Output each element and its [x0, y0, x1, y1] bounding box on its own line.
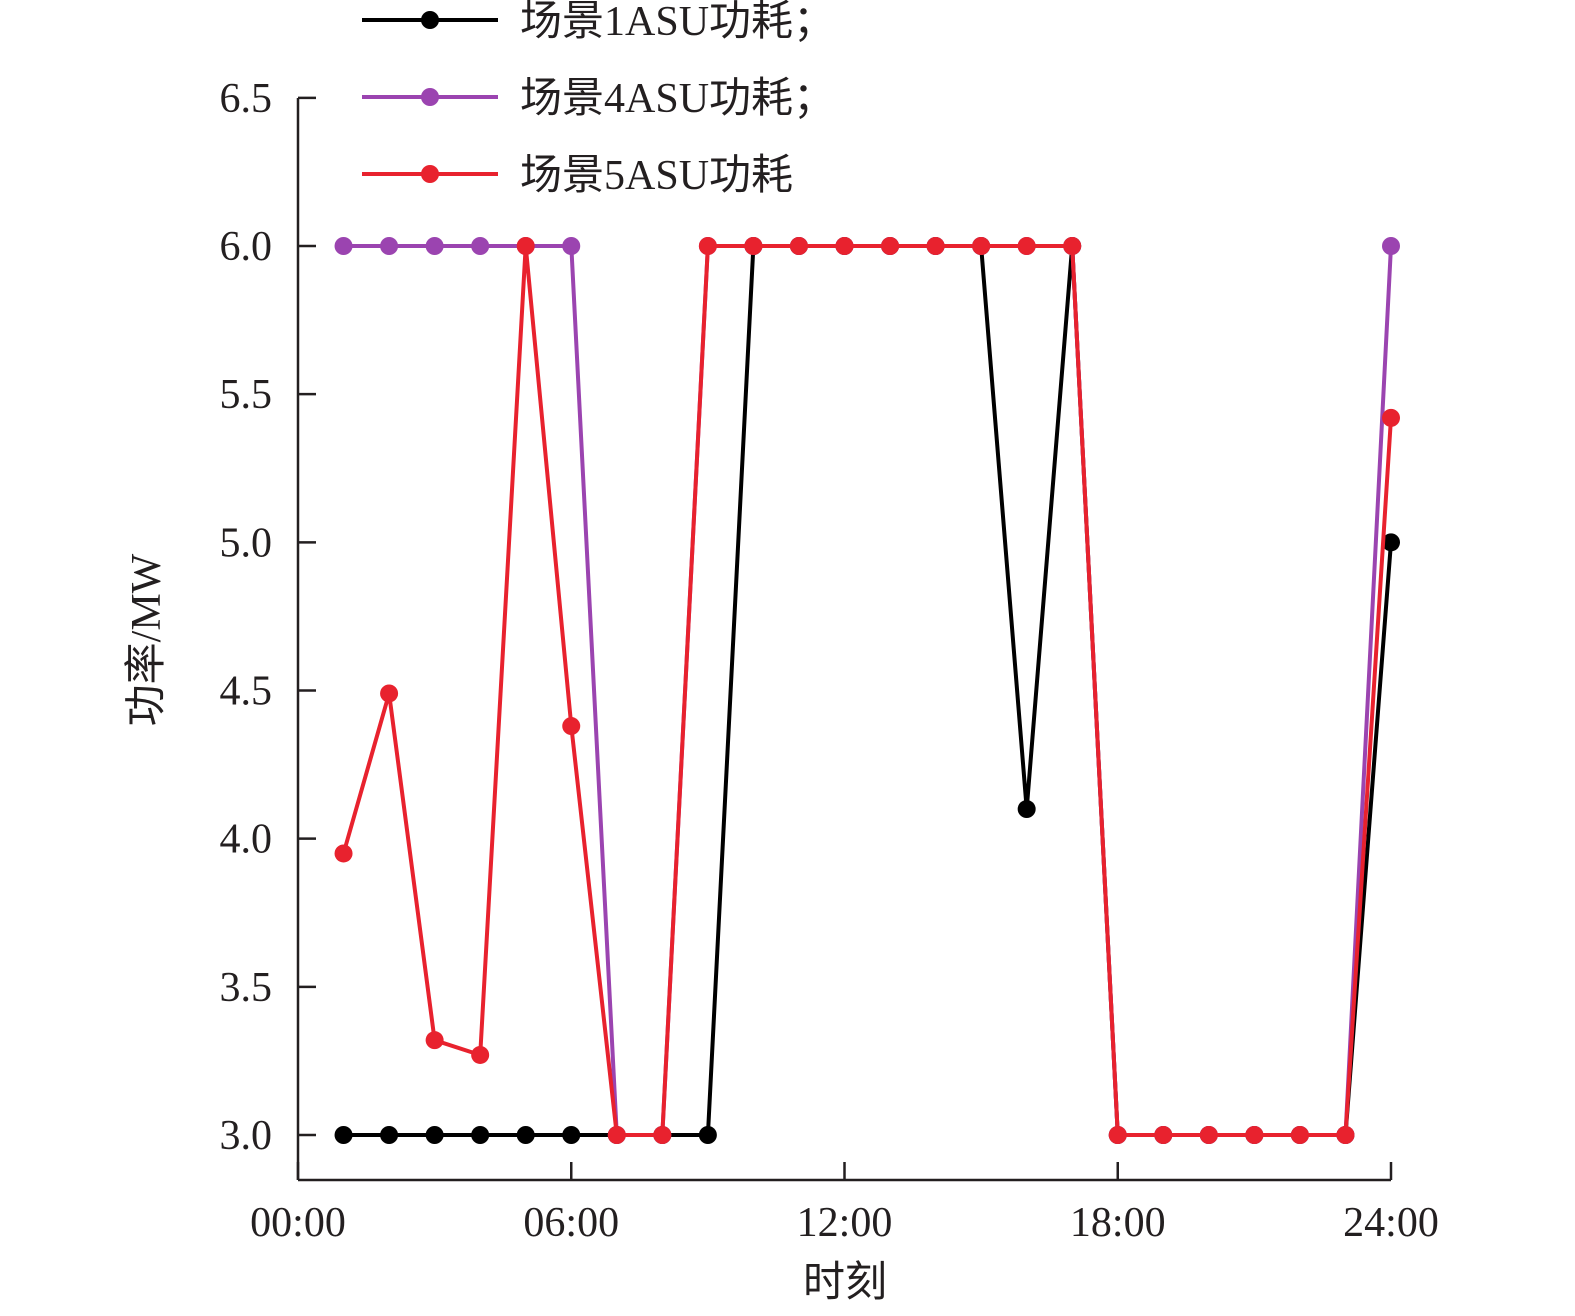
data-point: [607, 1126, 626, 1144]
data-point: [562, 1126, 581, 1144]
legend-item: 场景1ASU功耗；: [362, 0, 835, 45]
data-point: [471, 1126, 490, 1144]
data-point: [425, 1126, 444, 1144]
y-tick-label: 3.0: [220, 1113, 273, 1159]
data-point: [380, 684, 399, 703]
data-point: [1382, 408, 1400, 427]
series-2: [334, 237, 1400, 1144]
data-point: [1336, 1126, 1355, 1144]
data-point: [1154, 1126, 1173, 1144]
data-point: [1382, 533, 1400, 552]
data-point: [881, 237, 900, 255]
y-tick-label: 5.5: [220, 372, 273, 418]
x-tick-label: 12:00: [797, 1200, 893, 1246]
data-point: [1382, 237, 1400, 255]
data-point: [1017, 800, 1036, 819]
legend-item: 场景5ASU功耗: [362, 153, 793, 199]
data-point: [471, 237, 490, 255]
data-point: [653, 1126, 672, 1144]
data-point: [471, 1045, 490, 1064]
data-point: [972, 237, 991, 255]
data-point: [744, 237, 763, 255]
data-point: [1017, 237, 1036, 255]
series-line: [341, 244, 1393, 1137]
data-point: [334, 844, 353, 863]
y-axis-title: 功率/MW: [123, 553, 170, 726]
data-point: [425, 1031, 444, 1050]
legend-swatch-marker: [421, 11, 439, 29]
data-point: [698, 1126, 717, 1144]
series-3: [334, 237, 1400, 1144]
x-tick-label: 00:00: [250, 1200, 346, 1246]
legend-label: 场景4ASU功耗；: [520, 76, 835, 122]
data-point: [516, 1126, 535, 1144]
legend-label: 场景5ASU功耗: [520, 153, 793, 199]
data-point: [425, 237, 444, 255]
y-tick-label: 4.5: [220, 669, 273, 715]
data-point: [698, 237, 717, 255]
data-point: [1245, 1126, 1264, 1144]
x-tick-label: 18:00: [1070, 1200, 1166, 1246]
legend: 场景1ASU功耗； 场景4ASU功耗； 场景5ASU功耗: [362, 0, 835, 199]
x-tick-label: 06:00: [523, 1200, 619, 1246]
data-point: [1199, 1126, 1218, 1144]
data-point: [1290, 1126, 1309, 1144]
y-tick-label: 6.5: [220, 76, 273, 122]
data-point: [562, 717, 581, 736]
y-tick-label: 5.0: [220, 520, 273, 566]
y-tick-label: 3.5: [220, 965, 273, 1011]
data-point: [835, 237, 854, 255]
y-tick-label: 6.0: [220, 224, 273, 270]
x-axis-title: 时刻: [803, 1260, 887, 1306]
data-point: [789, 237, 808, 255]
legend-swatch-marker: [421, 88, 439, 106]
data-point: [1108, 1126, 1127, 1144]
x-tick-label: 24:00: [1343, 1200, 1439, 1246]
axes: 3.0 3.5 4.0 4.5 5.0 5.5 6.0 6.5 00:00 06:00 12:00 1…: [220, 76, 1439, 1246]
data-point: [516, 237, 535, 255]
legend-item: 场景4ASU功耗；: [362, 76, 835, 122]
data-point: [562, 237, 581, 255]
y-tick-label: 4.0: [220, 817, 273, 863]
data-point: [926, 237, 945, 255]
legend-swatch-marker: [421, 165, 439, 183]
data-point: [334, 1126, 353, 1144]
series-layer: [334, 237, 1400, 1144]
data-point: [380, 237, 399, 255]
data-point: [380, 1126, 399, 1144]
data-point: [1063, 237, 1082, 255]
data-point: [334, 237, 353, 255]
legend-label: 场景1ASU功耗；: [520, 0, 835, 45]
series-1: [334, 237, 1400, 1144]
